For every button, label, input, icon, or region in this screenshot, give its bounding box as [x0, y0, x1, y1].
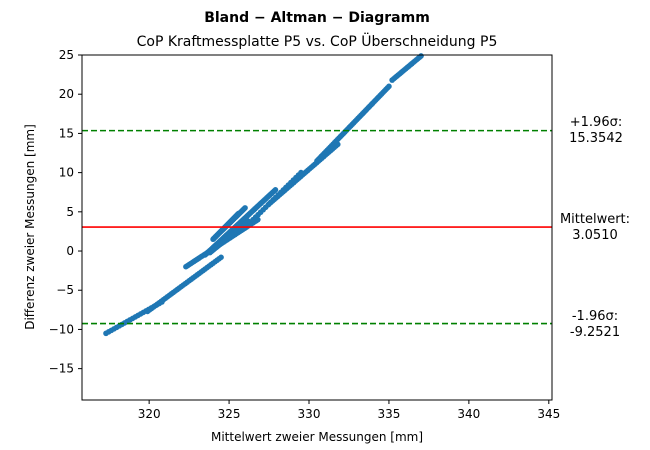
y-tick-label: 25: [59, 48, 74, 62]
x-tick-label: 345: [537, 407, 560, 421]
data-point: [245, 218, 252, 225]
y-tick-label: −10: [49, 322, 74, 336]
y-axis-label: Differenz zweier Messungen [mm]: [23, 124, 37, 330]
reference-lines: [82, 129, 552, 325]
lower-loa-value: -9.2521: [570, 325, 620, 340]
y-tick-label: 10: [59, 166, 74, 180]
y-tick-label: 5: [66, 205, 74, 219]
x-tick-label: 320: [138, 407, 161, 421]
x-axis-ticks: 320 325 330 335 340 345: [138, 400, 560, 421]
y-axis-ticks: −15 −10 −5 0 5 10 15 20 25: [49, 48, 82, 376]
upper-loa-value: 15.3542: [569, 131, 623, 146]
lower-loa-annotation: -1.96σ: -9.2521: [570, 309, 620, 340]
y-tick-label: 15: [59, 126, 74, 140]
mean-value: 3.0510: [572, 228, 618, 243]
data-point: [272, 187, 279, 193]
data-point: [218, 254, 224, 261]
y-tick-label: 20: [59, 87, 74, 101]
data-point: [242, 205, 248, 211]
scatter-points: [103, 53, 424, 337]
x-tick-label: 335: [377, 407, 400, 421]
x-axis-label: Mittelwert zweier Messungen [mm]: [211, 430, 423, 444]
mean-label: Mittelwert:: [560, 212, 630, 227]
plot-area-frame: [81, 54, 553, 401]
y-tick-label: −5: [56, 283, 74, 297]
x-tick-label: 330: [298, 407, 321, 421]
x-tick-label: 340: [457, 407, 480, 421]
x-tick-label: 325: [218, 407, 241, 421]
upper-loa-annotation: +1.96σ: 15.3542: [569, 115, 623, 146]
data-point: [298, 169, 304, 176]
y-tick-label: −15: [49, 362, 74, 376]
chart-subtitle: CoP Kraftmessplatte P5 vs. CoP Überschne…: [137, 32, 498, 50]
y-tick-label: 0: [66, 244, 74, 258]
chart-title: Bland − Altman − Diagramm: [204, 10, 430, 26]
data-point: [418, 53, 424, 59]
mean-annotation: Mittelwert: 3.0510: [560, 212, 630, 243]
lower-loa-label: -1.96σ:: [572, 309, 618, 324]
data-point: [386, 83, 392, 90]
upper-loa-label: +1.96σ:: [570, 115, 622, 130]
